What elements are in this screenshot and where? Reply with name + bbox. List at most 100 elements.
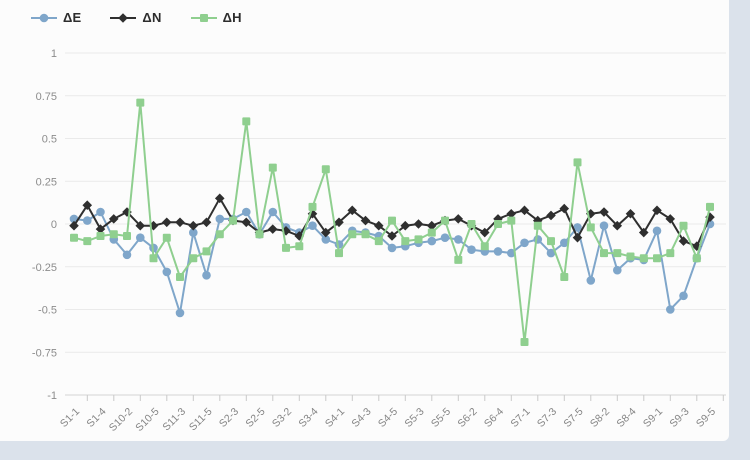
data-point-delta-h[interactable] — [639, 254, 648, 263]
data-point-delta-n[interactable] — [585, 208, 596, 219]
data-point-delta-h[interactable] — [215, 230, 224, 239]
data-point-delta-h[interactable] — [70, 233, 78, 242]
data-point-delta-h[interactable] — [454, 255, 463, 264]
data-point-delta-n[interactable] — [572, 232, 583, 243]
data-point-delta-h[interactable] — [494, 220, 502, 228]
data-point-delta-e[interactable] — [520, 238, 529, 248]
data-point-delta-h[interactable] — [653, 254, 661, 263]
data-point-delta-h[interactable] — [282, 243, 290, 252]
data-point-delta-h[interactable] — [162, 233, 171, 242]
data-point-delta-e[interactable] — [202, 271, 211, 280]
data-point-delta-n[interactable] — [320, 227, 331, 238]
data-point-delta-n[interactable] — [678, 236, 689, 246]
data-point-delta-e[interactable] — [387, 243, 397, 253]
data-point-delta-n[interactable] — [135, 220, 146, 231]
legend-item-delta-h[interactable]: ΔH — [190, 10, 242, 25]
data-point-delta-h[interactable] — [388, 216, 396, 225]
legend-item-delta-e[interactable]: ΔE — [30, 10, 81, 25]
data-point-delta-h[interactable] — [109, 230, 118, 239]
data-point-delta-e[interactable] — [586, 276, 596, 285]
data-point-delta-n[interactable] — [546, 210, 556, 221]
data-point-delta-e[interactable] — [507, 248, 516, 258]
data-point-delta-h[interactable] — [242, 117, 251, 126]
data-point-delta-h[interactable] — [573, 158, 582, 167]
data-point-delta-h[interactable] — [202, 247, 211, 256]
data-point-delta-h[interactable] — [229, 216, 237, 225]
line-chart-plot-area[interactable]: 10.750.50.250-0.25-0.5-0.75-1S1-1 S1-4S10… — [0, 0, 729, 441]
data-point-delta-h[interactable] — [666, 249, 675, 258]
data-point-delta-h[interactable] — [547, 237, 555, 246]
data-point-delta-n[interactable] — [691, 241, 702, 252]
data-point-delta-h[interactable] — [308, 202, 317, 211]
data-point-delta-n[interactable] — [95, 224, 106, 234]
data-point-delta-n[interactable] — [69, 220, 79, 231]
data-point-delta-n[interactable] — [82, 200, 93, 210]
data-point-delta-n[interactable] — [175, 217, 185, 228]
data-point-delta-h[interactable] — [679, 221, 688, 230]
data-point-delta-h[interactable] — [96, 232, 105, 240]
data-point-delta-e[interactable] — [136, 233, 145, 242]
data-point-delta-e[interactable] — [427, 236, 437, 246]
data-point-delta-h[interactable] — [533, 221, 542, 230]
data-point-delta-h[interactable] — [321, 165, 330, 174]
data-point-delta-e[interactable] — [599, 221, 609, 230]
data-point-delta-h[interactable] — [268, 163, 277, 172]
data-point-delta-e[interactable] — [215, 214, 225, 224]
data-point-delta-n[interactable] — [188, 220, 199, 231]
data-point-delta-n[interactable] — [334, 217, 344, 228]
data-point-delta-h[interactable] — [189, 254, 198, 263]
data-point-delta-n[interactable] — [665, 214, 676, 224]
data-point-delta-h[interactable] — [136, 98, 145, 107]
data-point-delta-h[interactable] — [176, 273, 184, 281]
data-point-delta-h[interactable] — [586, 223, 595, 232]
data-point-delta-n[interactable] — [214, 193, 225, 204]
data-point-delta-e[interactable] — [122, 250, 132, 260]
data-point-delta-e[interactable] — [268, 207, 278, 217]
data-point-delta-h[interactable] — [467, 220, 476, 228]
data-point-delta-n[interactable] — [599, 207, 609, 217]
data-point-delta-h[interactable] — [255, 230, 264, 239]
data-point-delta-e[interactable] — [83, 216, 92, 225]
data-point-delta-n[interactable] — [241, 217, 252, 228]
data-point-delta-n[interactable] — [413, 219, 424, 229]
data-point-delta-n[interactable] — [400, 220, 411, 231]
data-point-delta-e[interactable] — [493, 247, 503, 256]
data-point-delta-n[interactable] — [373, 220, 384, 231]
data-point-delta-h[interactable] — [149, 254, 158, 263]
data-point-delta-e[interactable] — [679, 291, 688, 301]
data-point-delta-n[interactable] — [453, 214, 464, 224]
data-point-delta-n[interactable] — [108, 214, 119, 224]
data-point-delta-e[interactable] — [560, 238, 569, 248]
data-point-delta-e[interactable] — [321, 235, 331, 244]
data-point-delta-e[interactable] — [162, 267, 172, 277]
data-point-delta-h[interactable] — [626, 252, 635, 261]
data-point-delta-h[interactable] — [613, 249, 622, 258]
data-point-delta-h[interactable] — [441, 216, 449, 225]
data-point-delta-n[interactable] — [347, 205, 358, 216]
data-point-delta-n[interactable] — [705, 212, 715, 222]
data-point-delta-n[interactable] — [161, 217, 172, 228]
data-point-delta-h[interactable] — [374, 237, 383, 246]
data-point-delta-n[interactable] — [638, 227, 649, 238]
data-point-delta-h[interactable] — [414, 235, 423, 244]
data-point-delta-e[interactable] — [666, 305, 675, 314]
data-point-delta-n[interactable] — [652, 205, 662, 216]
data-point-delta-n[interactable] — [612, 220, 623, 231]
data-point-delta-h[interactable] — [480, 242, 489, 251]
data-point-delta-h[interactable] — [361, 230, 370, 239]
data-point-delta-n[interactable] — [519, 205, 530, 216]
data-point-delta-h[interactable] — [560, 273, 569, 281]
data-point-delta-e[interactable] — [96, 207, 105, 217]
data-point-delta-e[interactable] — [454, 235, 463, 244]
data-point-delta-h[interactable] — [427, 228, 436, 237]
data-point-delta-n[interactable] — [532, 215, 543, 226]
data-point-delta-e[interactable] — [189, 228, 198, 237]
data-point-delta-n[interactable] — [426, 220, 437, 231]
data-point-delta-h[interactable] — [401, 237, 410, 246]
data-point-delta-h[interactable] — [706, 202, 714, 211]
data-point-delta-e[interactable] — [467, 245, 476, 254]
data-point-delta-n[interactable] — [559, 203, 570, 214]
data-point-delta-e[interactable] — [613, 265, 622, 275]
data-point-delta-h[interactable] — [83, 237, 92, 246]
data-point-delta-e[interactable] — [175, 308, 185, 318]
